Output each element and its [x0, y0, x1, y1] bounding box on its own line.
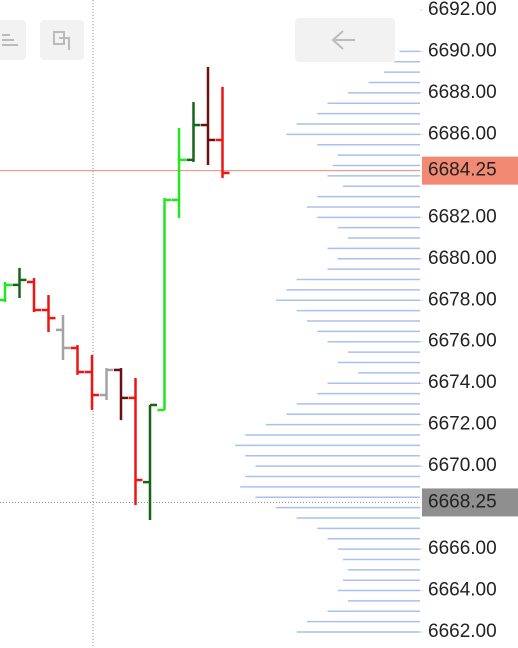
y-tick-label: 6682.00: [428, 206, 497, 227]
price-marker-label: 6668.25: [428, 491, 497, 512]
y-tick-label: 6674.00: [428, 372, 497, 393]
price-marker-label: 6684.25: [428, 160, 497, 181]
price-marker-box: [422, 156, 518, 185]
axis-background: [420, 0, 518, 648]
y-tick-label: 6686.00: [428, 123, 497, 144]
price-marker-box: [422, 488, 518, 517]
back-icon: [331, 30, 355, 50]
toolbar: [0, 18, 395, 62]
y-tick-label: 6672.00: [428, 414, 497, 435]
y-tick-label: 6680.00: [428, 248, 497, 269]
toolbar-button[interactable]: [40, 20, 84, 60]
y-tick-label: 6670.00: [428, 455, 497, 476]
y-tick-label: 6676.00: [428, 331, 497, 352]
y-tick-label: 6688.00: [428, 82, 497, 103]
toolbar-icon: [53, 31, 70, 50]
y-tick-label: 6690.00: [428, 40, 497, 61]
toolbar-icon: [2, 34, 18, 46]
y-tick-label: 6666.00: [428, 538, 497, 559]
y-tick-label: 6692.00: [428, 0, 497, 20]
y-tick-label: 6662.00: [428, 621, 497, 642]
price-axis: 6662.006664.006666.006668.006670.006672.…: [420, 0, 518, 648]
y-tick-label: 6678.00: [428, 289, 497, 310]
y-tick-label: 6664.00: [428, 580, 497, 601]
plot-area: [0, 50, 420, 633]
